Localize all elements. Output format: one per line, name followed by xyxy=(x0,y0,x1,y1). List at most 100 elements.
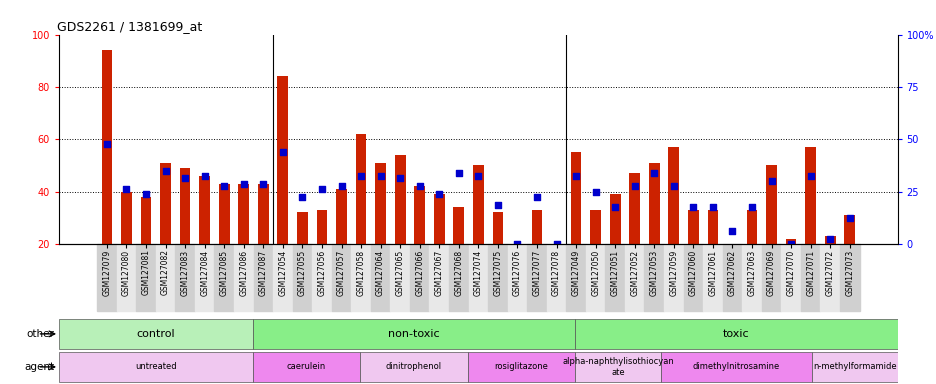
Point xyxy=(256,180,271,187)
Bar xyxy=(687,210,698,244)
Bar xyxy=(511,244,522,275)
Bar xyxy=(356,134,366,244)
Bar xyxy=(624,244,644,311)
Text: alpha-naphthylisothiocyan
ate: alpha-naphthylisothiocyan ate xyxy=(562,357,673,377)
Bar xyxy=(467,352,575,382)
Bar xyxy=(374,163,386,244)
Bar xyxy=(488,244,507,311)
Bar xyxy=(575,319,897,349)
Bar xyxy=(219,184,229,244)
Bar xyxy=(468,244,488,311)
Point xyxy=(353,173,368,179)
Point xyxy=(665,183,680,189)
Point xyxy=(763,178,778,184)
Bar xyxy=(702,244,722,311)
Point xyxy=(568,173,583,179)
Bar xyxy=(726,244,737,252)
Bar xyxy=(649,163,659,244)
Text: dimethylnitrosamine: dimethylnitrosamine xyxy=(692,362,779,371)
Bar xyxy=(667,147,679,244)
Bar xyxy=(507,244,527,311)
Point xyxy=(216,183,231,189)
Point xyxy=(333,183,348,189)
Point xyxy=(412,183,427,189)
Point xyxy=(841,215,856,221)
Bar xyxy=(254,244,272,311)
Bar xyxy=(590,210,600,244)
Text: agent: agent xyxy=(24,362,54,372)
Point xyxy=(548,241,563,247)
Bar xyxy=(766,166,776,244)
Text: other: other xyxy=(26,329,54,339)
Point xyxy=(158,167,173,174)
Bar xyxy=(272,244,292,311)
Bar xyxy=(257,184,269,244)
Point xyxy=(685,204,700,210)
Point xyxy=(431,191,446,197)
Bar xyxy=(312,244,331,311)
Point xyxy=(626,183,641,189)
Point xyxy=(705,204,720,210)
Bar xyxy=(253,352,359,382)
Bar xyxy=(155,244,175,311)
Bar xyxy=(409,244,429,311)
Point xyxy=(295,194,310,200)
Point xyxy=(373,173,388,179)
Bar xyxy=(97,244,117,311)
Bar xyxy=(140,197,152,244)
Point xyxy=(470,173,485,179)
Point xyxy=(139,191,154,197)
Bar xyxy=(707,210,718,244)
Text: untreated: untreated xyxy=(135,362,176,371)
Bar xyxy=(547,244,565,311)
Point xyxy=(802,173,817,179)
Bar xyxy=(746,210,756,244)
Point xyxy=(197,173,212,179)
Bar xyxy=(253,319,575,349)
Bar xyxy=(609,194,620,244)
Bar xyxy=(175,244,195,311)
Bar xyxy=(59,352,253,382)
Bar xyxy=(531,210,542,244)
Bar xyxy=(550,244,562,270)
Bar xyxy=(527,244,547,311)
Bar xyxy=(473,166,483,244)
Bar xyxy=(199,176,210,244)
Bar xyxy=(664,244,683,311)
Bar xyxy=(453,207,463,244)
Bar xyxy=(722,244,741,311)
Bar xyxy=(117,244,136,311)
Bar xyxy=(839,244,858,311)
Point xyxy=(178,175,193,182)
Bar xyxy=(121,192,132,244)
Text: rosiglitazone: rosiglitazone xyxy=(494,362,548,371)
Bar xyxy=(433,194,445,244)
Bar xyxy=(316,210,327,244)
Bar xyxy=(336,189,346,244)
Point xyxy=(529,194,544,200)
Bar xyxy=(214,244,234,311)
Point xyxy=(99,141,114,147)
Bar xyxy=(492,212,503,244)
Bar xyxy=(761,244,781,311)
Bar xyxy=(824,236,835,244)
Text: caerulein: caerulein xyxy=(286,362,326,371)
Point xyxy=(724,228,739,234)
Point xyxy=(509,241,524,247)
Bar xyxy=(683,244,702,311)
Point xyxy=(490,202,505,208)
Point xyxy=(236,180,251,187)
Bar xyxy=(277,76,288,244)
Bar xyxy=(101,50,112,244)
Point xyxy=(119,186,134,192)
Bar xyxy=(811,352,897,382)
Bar xyxy=(180,168,190,244)
Text: control: control xyxy=(137,329,175,339)
Bar xyxy=(605,244,624,311)
Bar xyxy=(804,147,815,244)
Point xyxy=(744,204,759,210)
Bar xyxy=(570,152,581,244)
Bar xyxy=(371,244,390,311)
Point xyxy=(392,175,407,182)
Bar xyxy=(800,244,820,311)
